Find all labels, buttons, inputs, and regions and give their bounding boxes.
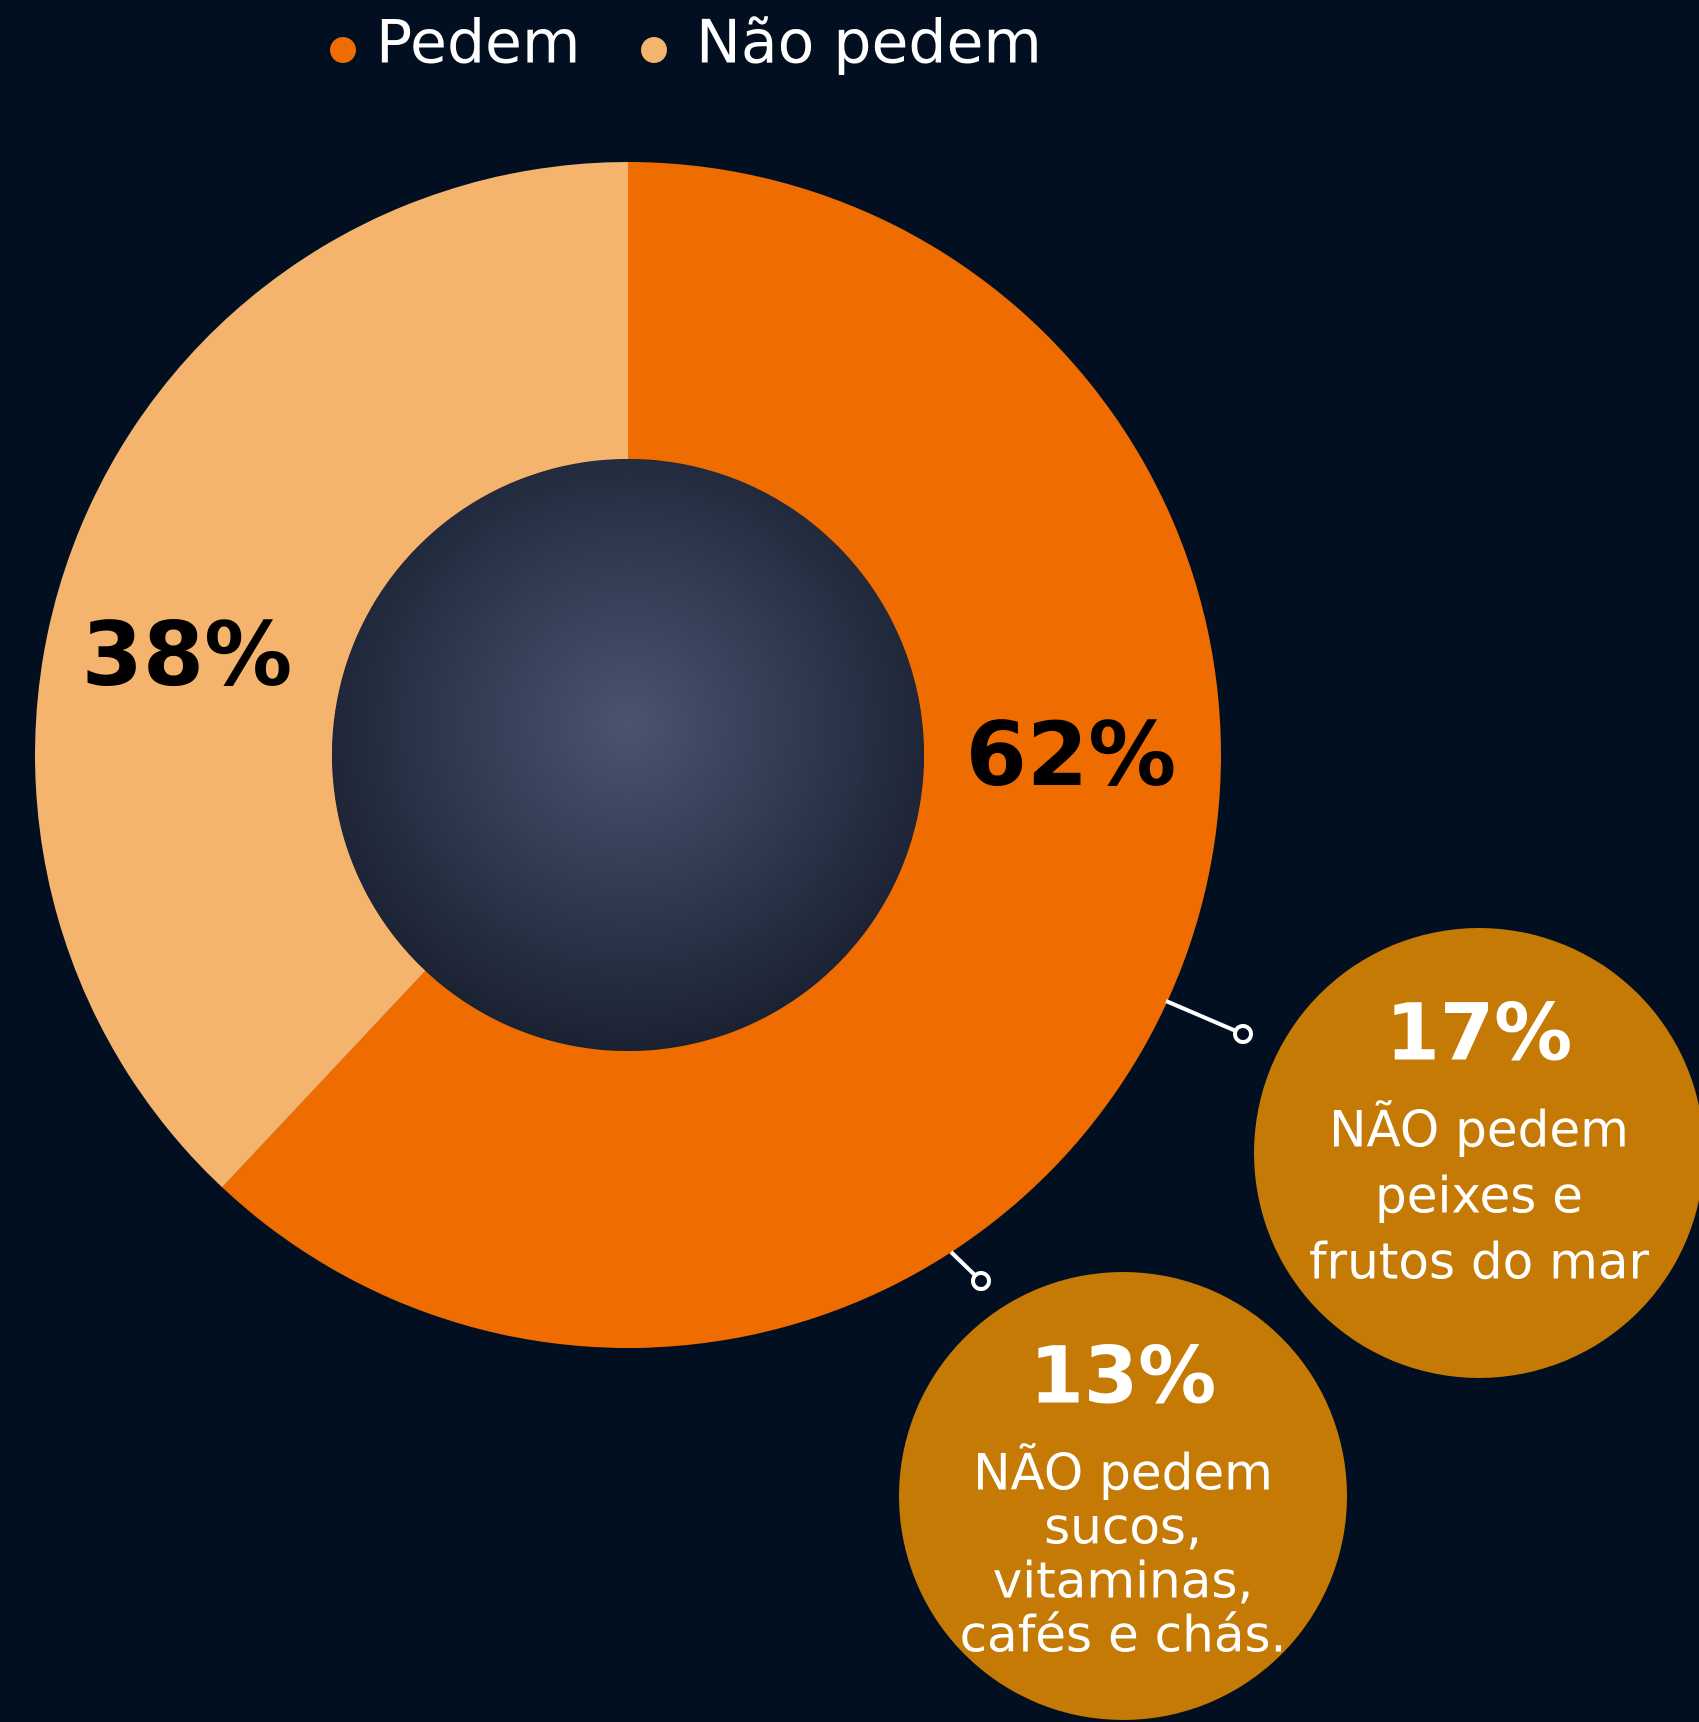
callout-text: peixes e: [1375, 1167, 1583, 1225]
slice-label: 38%: [82, 603, 293, 706]
legend-marker: [641, 37, 667, 63]
callout-text: NÃO pedem: [973, 1444, 1273, 1502]
legend-marker: [330, 37, 356, 63]
legend-label: Não pedem: [696, 8, 1042, 78]
callout-text: sucos,: [1044, 1498, 1202, 1556]
callout-value: 17%: [1386, 988, 1573, 1078]
callout-text: cafés e chás.: [960, 1606, 1287, 1664]
callout-text: frutos do mar: [1309, 1233, 1650, 1291]
chart: 62% 38% Pedem Não pedem 17% NÃO pedem peixes e…: [0, 0, 1699, 1722]
center-photo: [332, 459, 924, 1051]
slice-label: 62%: [966, 703, 1177, 806]
callout-dot: [973, 1273, 989, 1289]
legend-label: Pedem: [376, 8, 580, 78]
callout-text: vitaminas,: [993, 1552, 1254, 1610]
callout-text: NÃO pedem: [1329, 1101, 1629, 1159]
callout-value: 13%: [1030, 1331, 1217, 1421]
callout-line: [1166, 1001, 1243, 1034]
callout-dot: [1235, 1026, 1251, 1042]
